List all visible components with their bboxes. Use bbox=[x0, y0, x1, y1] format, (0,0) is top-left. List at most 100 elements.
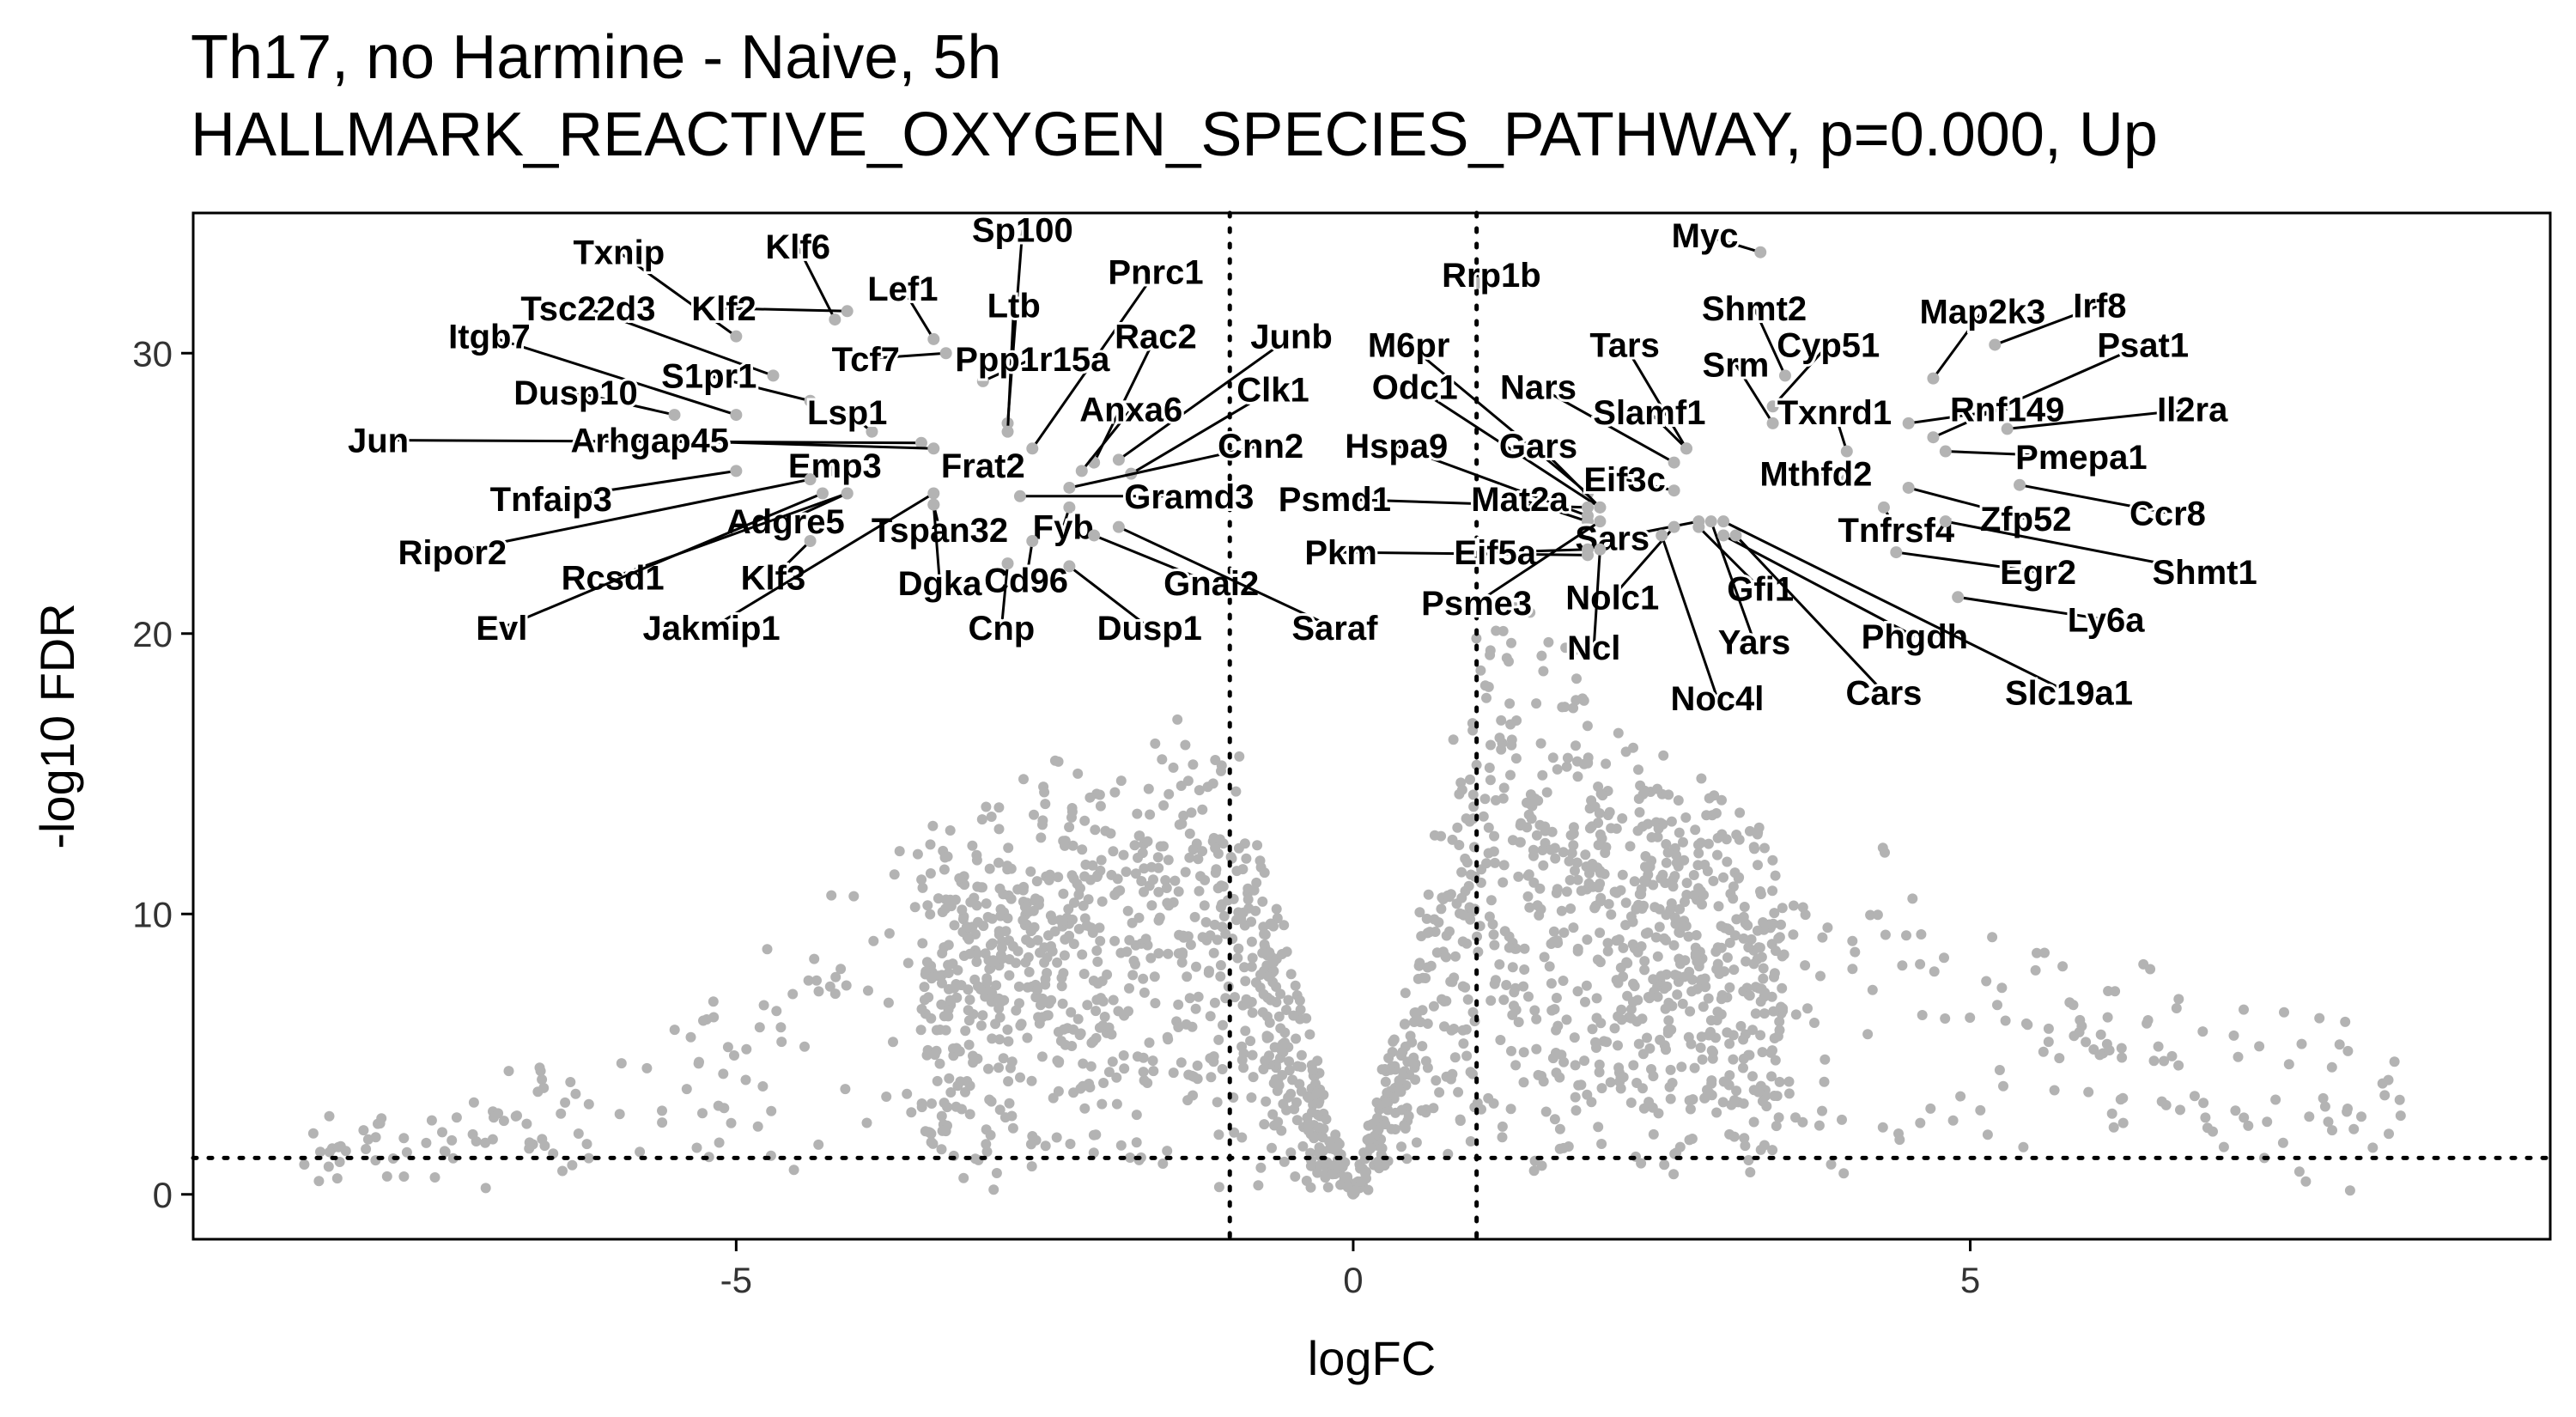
background-point bbox=[2117, 1092, 2129, 1104]
background-point bbox=[1686, 986, 1698, 997]
background-point bbox=[1290, 1171, 1301, 1182]
x-axis-title: logFC bbox=[1308, 1331, 1436, 1385]
background-point bbox=[1449, 972, 1460, 983]
background-point bbox=[1184, 852, 1195, 863]
background-point bbox=[1602, 938, 1613, 949]
background-point bbox=[1847, 935, 1858, 946]
background-point bbox=[1704, 793, 1715, 804]
background-point bbox=[1273, 1116, 1284, 1128]
gene-label: Fyb bbox=[1033, 509, 1094, 547]
background-point bbox=[1218, 1019, 1228, 1031]
background-point bbox=[1077, 949, 1088, 960]
background-point bbox=[1162, 897, 1173, 909]
background-point bbox=[2233, 1051, 2244, 1062]
background-point bbox=[933, 893, 944, 904]
background-point bbox=[1242, 995, 1253, 1006]
background-point bbox=[1678, 836, 1688, 848]
background-point bbox=[923, 992, 934, 1003]
background-point bbox=[1659, 1159, 1670, 1171]
gene-label: Noc4l bbox=[1670, 680, 1764, 718]
background-point bbox=[1510, 753, 1522, 764]
data-point-tcf7 bbox=[939, 347, 952, 360]
background-point bbox=[1109, 787, 1121, 798]
background-point bbox=[1208, 1051, 1219, 1062]
background-point bbox=[1068, 1024, 1079, 1035]
background-point bbox=[1572, 943, 1583, 954]
background-point bbox=[1528, 1165, 1540, 1177]
data-point-pnrc1 bbox=[1026, 442, 1039, 455]
background-point bbox=[361, 1144, 372, 1154]
leader-line bbox=[902, 288, 935, 340]
gene-label: Slamf1 bbox=[1593, 394, 1705, 432]
leader-line bbox=[550, 469, 737, 501]
background-point bbox=[1258, 1064, 1269, 1074]
background-point bbox=[1773, 933, 1784, 944]
background-point bbox=[775, 1022, 787, 1033]
background-point bbox=[1305, 1147, 1316, 1159]
background-point bbox=[927, 1098, 937, 1109]
background-point bbox=[1207, 778, 1218, 789]
background-point bbox=[971, 854, 982, 866]
background-point bbox=[521, 1118, 532, 1129]
background-point bbox=[1680, 955, 1691, 966]
background-point bbox=[1774, 1016, 1785, 1027]
background-point bbox=[1414, 907, 1425, 918]
background-point bbox=[1544, 961, 1555, 972]
background-point bbox=[1002, 1025, 1013, 1035]
gene-label: Pkm bbox=[1304, 534, 1377, 572]
background-point bbox=[1024, 906, 1035, 917]
background-point bbox=[1296, 1086, 1307, 1097]
background-point bbox=[881, 1092, 892, 1102]
background-point bbox=[1340, 1157, 1351, 1168]
leader-line bbox=[2007, 408, 2193, 430]
background-point bbox=[787, 988, 799, 1000]
background-point bbox=[993, 1062, 1004, 1073]
background-point bbox=[919, 982, 930, 993]
background-point bbox=[1078, 969, 1090, 979]
background-point bbox=[902, 1088, 913, 1099]
background-point bbox=[685, 1031, 696, 1043]
background-point bbox=[1613, 934, 1625, 945]
background-point bbox=[925, 839, 936, 850]
background-point bbox=[945, 825, 956, 836]
background-point bbox=[1022, 1032, 1033, 1043]
data-point-evl bbox=[816, 487, 829, 500]
background-point bbox=[771, 1006, 782, 1017]
data-point-tnfaip3 bbox=[730, 465, 743, 477]
background-point bbox=[1747, 1025, 1758, 1036]
background-point bbox=[2228, 1030, 2239, 1041]
background-point bbox=[1097, 1098, 1108, 1110]
leader-line bbox=[1771, 344, 1830, 408]
background-point bbox=[1668, 1169, 1680, 1180]
background-point bbox=[1708, 1047, 1718, 1058]
background-point bbox=[1668, 881, 1679, 892]
background-point bbox=[1215, 971, 1226, 982]
background-point bbox=[964, 994, 975, 1006]
background-point bbox=[1155, 841, 1166, 852]
data-point-yars bbox=[1704, 515, 1717, 528]
background-point bbox=[1131, 1137, 1142, 1148]
background-point bbox=[1756, 983, 1767, 994]
data-point-cnn2 bbox=[1063, 481, 1076, 494]
background-point bbox=[1276, 1125, 1287, 1136]
background-point bbox=[1170, 875, 1181, 886]
background-point bbox=[1724, 937, 1735, 948]
background-point bbox=[1529, 1005, 1540, 1016]
gene-label: Evl bbox=[476, 610, 527, 648]
data-point-dusp1 bbox=[1063, 560, 1076, 573]
background-point bbox=[1032, 934, 1043, 946]
data-point-cd96 bbox=[1026, 535, 1039, 548]
background-point bbox=[1481, 858, 1492, 869]
data-point-zfp52 bbox=[1902, 481, 1915, 494]
background-point bbox=[1770, 870, 1781, 881]
background-point bbox=[1541, 787, 1552, 798]
background-point bbox=[1037, 819, 1048, 830]
background-point bbox=[2395, 1110, 2406, 1122]
background-point bbox=[1163, 948, 1174, 959]
background-point bbox=[945, 994, 956, 1006]
background-point bbox=[1431, 947, 1443, 958]
gene-label: Srm bbox=[1703, 346, 1770, 384]
background-point bbox=[1463, 880, 1474, 891]
background-point bbox=[1471, 633, 1482, 644]
background-point bbox=[1640, 928, 1651, 940]
